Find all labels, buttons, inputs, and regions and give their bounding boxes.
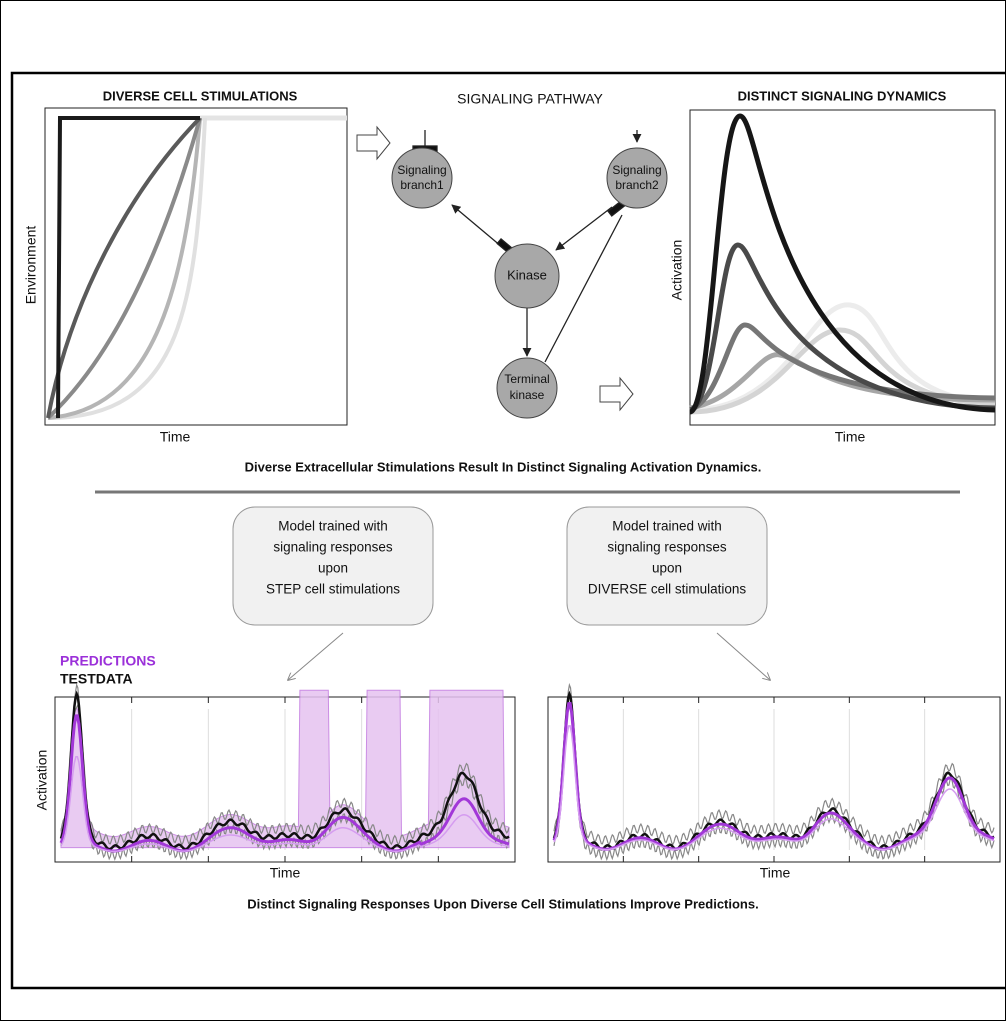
y-label: Activation <box>34 750 50 811</box>
model-text: upon <box>318 561 348 576</box>
curve <box>47 117 202 420</box>
node-label: Kinase <box>507 267 547 282</box>
model-box <box>566 506 768 626</box>
model-text: signaling responses <box>607 540 727 555</box>
node-label: branch1 <box>400 178 444 192</box>
x-label: Time <box>160 429 191 445</box>
curve <box>47 117 207 420</box>
plot-frame <box>689 109 996 426</box>
curve <box>688 242 996 413</box>
stimulation-curves <box>46 115 347 420</box>
legend-testdata: TESTDATA <box>60 671 133 687</box>
panel-title: DIVERSE CELL STIMULATIONS <box>103 88 298 103</box>
node <box>606 147 668 209</box>
curve <box>688 113 996 415</box>
test-noise <box>553 703 995 862</box>
node <box>494 243 560 309</box>
caption: Diverse Extracellular Stimulations Resul… <box>245 459 762 474</box>
node-label: Terminal <box>504 372 549 386</box>
prediction <box>552 701 995 851</box>
test-data <box>59 690 510 851</box>
hollow-arrow <box>356 125 391 161</box>
edge <box>555 206 613 251</box>
nodes <box>391 147 668 419</box>
node-label: Signaling <box>612 163 661 177</box>
curve <box>46 117 202 420</box>
node <box>496 357 558 419</box>
pathway-title: SIGNALING PATHWAY <box>457 91 603 107</box>
node <box>391 147 453 209</box>
y-label: Activation <box>669 240 685 301</box>
plot-frame <box>44 107 348 426</box>
node-label: Signaling <box>397 163 446 177</box>
curve <box>689 302 996 413</box>
x-label: Time <box>760 865 791 881</box>
edge <box>544 214 623 363</box>
hollow-arrow <box>599 376 634 412</box>
node-label: branch2 <box>615 178 659 192</box>
arrow <box>288 632 344 680</box>
edges <box>412 130 642 363</box>
y-label: Environment <box>23 226 39 305</box>
frame <box>10 71 1006 990</box>
curve <box>56 116 200 419</box>
x-label: Time <box>835 429 866 445</box>
caption: Distinct Signaling Responses Upon Divers… <box>247 896 758 911</box>
x-label: Time <box>270 865 301 881</box>
arrow <box>716 632 770 680</box>
node-label: kinase <box>510 388 545 402</box>
model-text: Model trained with <box>612 519 722 534</box>
panel-title: DISTINCT SIGNALING DYNAMICS <box>738 88 947 103</box>
curve <box>688 322 996 413</box>
prediction <box>59 714 510 853</box>
model-text: signaling responses <box>273 540 393 555</box>
prediction <box>553 725 995 851</box>
model-text: upon <box>652 561 682 576</box>
dynamics-curves <box>688 113 996 415</box>
legend-predictions: PREDICTIONS <box>60 653 156 669</box>
model-box <box>232 506 434 626</box>
prediction <box>60 755 510 853</box>
model-text: STEP cell stimulations <box>266 582 400 597</box>
model-text: DIVERSE cell stimulations <box>588 582 747 597</box>
curve <box>689 327 996 415</box>
model-text: Model trained with <box>278 519 388 534</box>
